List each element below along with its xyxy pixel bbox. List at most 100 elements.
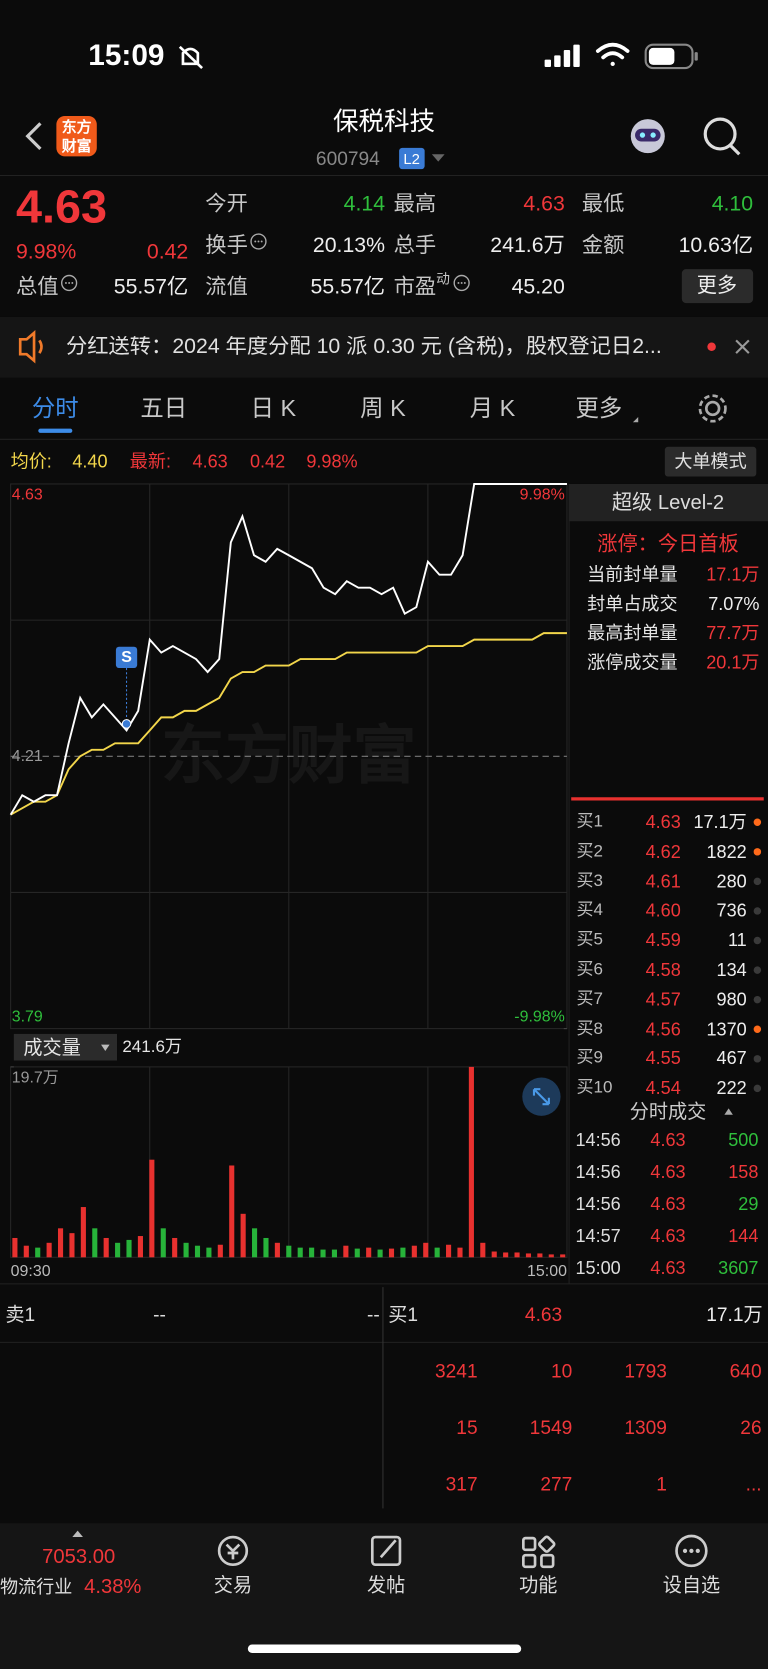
volume-bar — [160, 1228, 166, 1258]
marker-point — [121, 719, 132, 729]
book-dot — [753, 877, 762, 886]
volume-bar — [194, 1245, 201, 1258]
stat-sup: 动 — [436, 270, 450, 287]
volume-bar — [560, 1254, 566, 1258]
book-price: 4.59 — [645, 930, 681, 951]
y-tick-label: 4.63 — [11, 485, 43, 504]
notice-bg — [0, 316, 768, 378]
stat-label: 总手 — [393, 234, 437, 258]
book-label: 买4 — [576, 901, 604, 920]
tab[interactable]: 更多 — [575, 394, 623, 422]
level2-label: 最高封单量 — [587, 623, 678, 644]
tab[interactable]: 月 K — [469, 394, 516, 422]
close-button[interactable] — [735, 339, 750, 354]
mute-icon — [178, 45, 204, 70]
battery-icon — [644, 43, 694, 70]
stat-value: 45.20 — [511, 275, 565, 299]
index-caret — [72, 1530, 83, 1538]
tab[interactable]: 日 K — [250, 394, 297, 422]
tab-underline — [38, 428, 73, 433]
nav-item[interactable]: 发帖 — [366, 1574, 406, 1596]
volume-title[interactable]: 成交量 — [23, 1037, 81, 1059]
nav-icon[interactable] — [675, 1534, 708, 1568]
home-indicator — [247, 1644, 522, 1654]
logo — [56, 115, 97, 157]
tab[interactable]: 五日 — [140, 394, 188, 422]
y-tick-label: 4.21 — [11, 747, 43, 766]
level2-label: 当前封单量 — [587, 564, 678, 585]
tab[interactable]: 分时 — [31, 394, 79, 422]
trade-time: 15:00 — [575, 1257, 621, 1279]
queue-volume: 277 — [540, 1473, 573, 1495]
clock: 15:09 — [88, 38, 165, 72]
stat-label: 流值 — [205, 275, 248, 299]
stat-value: 10.63亿 — [678, 234, 754, 258]
volume-bar — [343, 1245, 349, 1258]
stat-value: 4.10 — [711, 192, 754, 216]
search-button[interactable] — [703, 117, 741, 156]
level2-value: 77.7万 — [706, 623, 760, 644]
avg-value: 4.40 — [72, 451, 108, 472]
last-label: 最新: — [129, 451, 171, 472]
book-price: 4.61 — [645, 871, 681, 892]
nav-item[interactable]: 设自选 — [662, 1574, 721, 1596]
nav-item[interactable]: 功能 — [519, 1574, 558, 1596]
volume-bar — [286, 1245, 292, 1258]
big-order-button[interactable]: 大单模式 — [674, 451, 747, 472]
buy1-price: 4.63 — [524, 1304, 563, 1326]
book-dot — [753, 936, 762, 945]
volume-bar — [263, 1237, 269, 1258]
dropdown-caret[interactable] — [431, 154, 445, 162]
tab[interactable]: 周 K — [360, 394, 406, 422]
nav-icon[interactable] — [370, 1535, 402, 1567]
book-price: 4.57 — [645, 989, 681, 1010]
volume-bar — [57, 1228, 64, 1258]
book-label: 买2 — [576, 842, 604, 861]
volume-bar — [46, 1242, 52, 1258]
expand-button[interactable] — [522, 1077, 561, 1116]
book-dot — [753, 1025, 762, 1033]
nav-icon[interactable] — [522, 1535, 556, 1569]
nav-item[interactable]: 交易 — [213, 1574, 253, 1596]
back-button[interactable] — [25, 122, 42, 151]
queue-volume: 3241 — [435, 1360, 478, 1382]
index-change: 4.38% — [84, 1575, 142, 1599]
queue-volume: 1309 — [624, 1416, 667, 1439]
assistant-icon[interactable] — [630, 119, 665, 154]
y-tick-label: 19.7万 — [11, 1068, 59, 1087]
volume-bar — [103, 1237, 109, 1258]
volume-selector[interactable] — [13, 1033, 118, 1061]
price-line — [9, 483, 567, 816]
volume-bar — [400, 1247, 406, 1258]
info-dot — [257, 240, 260, 243]
volume-bar — [468, 1066, 474, 1258]
y-tick-label: 3.79 — [11, 1007, 43, 1026]
info-dot — [460, 281, 463, 284]
info-dot — [457, 281, 460, 284]
queue-volume: 1 — [656, 1473, 667, 1495]
book-dot — [753, 966, 762, 974]
book-label: 买1 — [576, 812, 604, 831]
book-volume: 467 — [716, 1048, 747, 1069]
settings-button[interactable] — [698, 394, 727, 423]
level-badge: L2 — [399, 147, 425, 170]
trade-time: 14:57 — [575, 1225, 621, 1247]
marker-label: S — [121, 648, 132, 667]
stat-value: 4.14 — [343, 192, 386, 216]
nav-icon[interactable] — [217, 1535, 249, 1567]
book-volume: 736 — [716, 900, 747, 922]
more-button-bg[interactable] — [681, 269, 754, 304]
stat-value: 55.57亿 — [310, 275, 386, 299]
volume-bar — [252, 1228, 258, 1258]
more-button[interactable]: 更多 — [696, 274, 738, 298]
trade-volume: 158 — [728, 1162, 759, 1183]
level2-title: 超级 Level-2 — [611, 491, 725, 515]
queue-volume: 1793 — [624, 1360, 667, 1382]
queue-volume: 15 — [456, 1416, 478, 1439]
volume-bar — [503, 1252, 509, 1258]
book-price: 4.63 — [645, 812, 681, 833]
book-dot — [753, 907, 762, 915]
queue-volume: 26 — [740, 1416, 762, 1439]
book-label: 买10 — [576, 1078, 613, 1097]
big-order-button-bg[interactable] — [664, 446, 757, 477]
